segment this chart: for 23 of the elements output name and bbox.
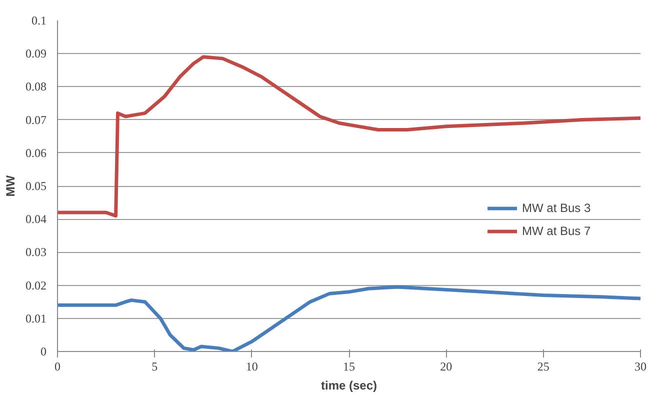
y-tick-label: 0.02 xyxy=(26,278,46,292)
line-series xyxy=(58,55,640,218)
y-tick-label: 0.08 xyxy=(26,80,46,94)
x-axis-title: time (sec) xyxy=(320,378,378,392)
y-tick-label: 0 xyxy=(40,344,46,358)
legend-label: MW at Bus 3 xyxy=(522,201,591,215)
y-tick-label: 0.07 xyxy=(26,112,46,127)
legend-label: MW at Bus 7 xyxy=(522,224,591,238)
x-tick-label: 20 xyxy=(440,360,452,374)
x-tick-label: 15 xyxy=(343,360,355,374)
x-tick-label: 25 xyxy=(537,360,550,374)
y-tick-label: 0.1 xyxy=(32,14,46,28)
x-tick-label: 5 xyxy=(152,360,158,374)
y-tick-label: 0.09 xyxy=(26,46,46,61)
x-tick-label: 0 xyxy=(54,360,60,374)
y-tick-label: 0.03 xyxy=(26,245,46,260)
y-tick-label: 0.04 xyxy=(26,212,46,226)
x-tick-label: 30 xyxy=(634,360,646,374)
y-tick-label: 0.06 xyxy=(26,146,46,160)
y-axis-title: MW xyxy=(4,174,18,197)
x-tick-label: 10 xyxy=(246,360,258,374)
y-tick-label: 0.05 xyxy=(26,179,46,193)
y-tick-label: 0.01 xyxy=(26,311,46,326)
